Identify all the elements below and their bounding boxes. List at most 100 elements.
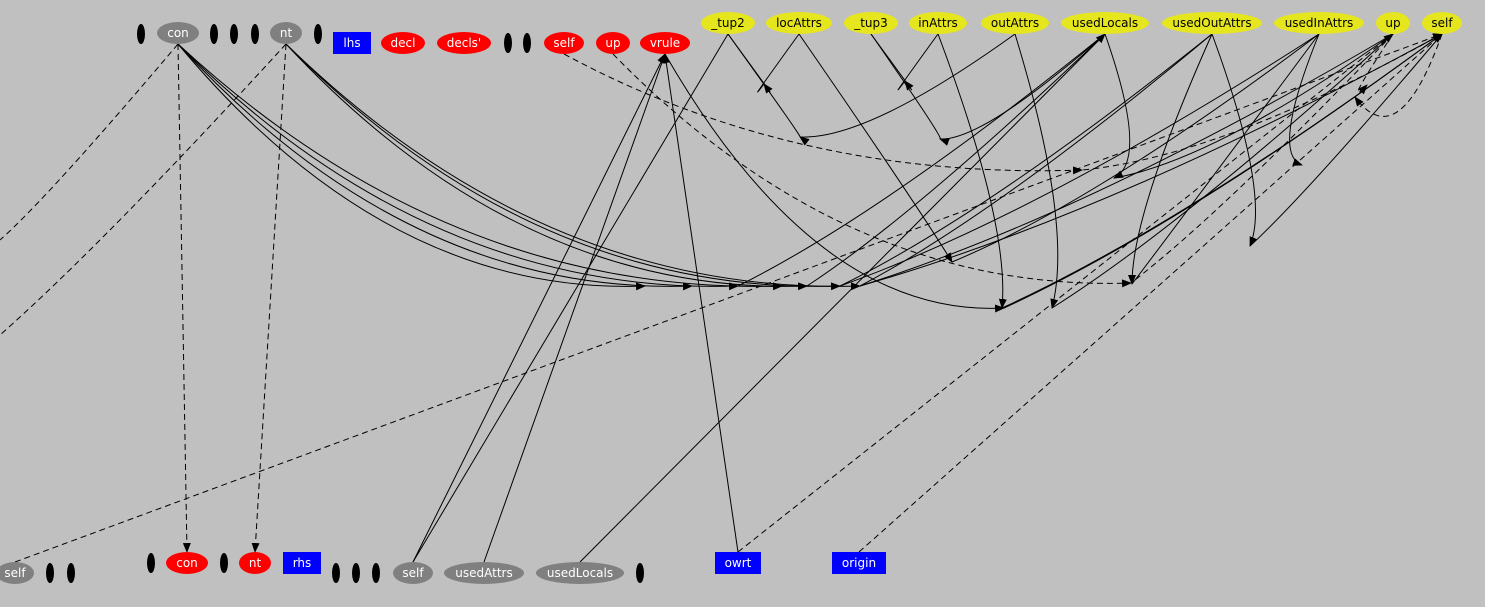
- edge-usedLocals_y-k4: [939, 33, 1106, 140]
- edge-usedOutAttrs-h7: [859, 33, 1213, 287]
- node-shape: [314, 24, 322, 44]
- node-shape: [46, 563, 54, 583]
- node-d3[interactable]: [230, 24, 238, 44]
- node-label: nt: [249, 556, 262, 570]
- edge-origin-self_y: [858, 33, 1443, 553]
- node-b5[interactable]: [332, 563, 340, 583]
- node-shape: [239, 552, 271, 574]
- node-d5[interactable]: [314, 24, 322, 44]
- node-shape: [0, 562, 34, 584]
- edge-owrt-vrule: [662, 53, 739, 553]
- edge-con_top-h4: [177, 43, 783, 291]
- node-tup3[interactable]: _tup3: [844, 12, 898, 34]
- edge-up_y-k14: [1130, 33, 1394, 284]
- edge-nt_top-h5: [285, 43, 808, 291]
- edge-self_y-h7: [859, 33, 1443, 287]
- edge-vrule-k11: [664, 53, 1005, 313]
- node-shape: [210, 24, 218, 44]
- node-locAttrs[interactable]: locAttrs: [766, 12, 832, 34]
- node-rhs[interactable]: rhs: [283, 552, 321, 574]
- edge-usedInAttrs-k12: [1289, 33, 1320, 166]
- node-b1[interactable]: [46, 563, 54, 583]
- edge-locAttrs-k5: [798, 33, 953, 263]
- node-decls2[interactable]: decls': [437, 32, 491, 54]
- node-shape: [230, 24, 238, 44]
- node-up_red[interactable]: up: [596, 32, 630, 54]
- node-d4[interactable]: [251, 24, 259, 44]
- node-lhs[interactable]: lhs: [333, 32, 371, 54]
- node-d1[interactable]: [137, 24, 145, 44]
- node-shape: [270, 22, 302, 44]
- node-self_bm[interactable]: self: [393, 562, 433, 584]
- edge-self_bl-self_y: [14, 33, 1443, 563]
- node-b2[interactable]: [67, 563, 75, 583]
- node-label: decls': [447, 36, 481, 50]
- node-b7[interactable]: [372, 563, 380, 583]
- edge-con_top-h1: [177, 43, 646, 291]
- node-label: _tup2: [710, 16, 745, 30]
- node-label: self: [553, 36, 575, 50]
- node-b6[interactable]: [352, 563, 360, 583]
- node-shape: [832, 552, 886, 574]
- node-d2[interactable]: [210, 24, 218, 44]
- node-d7[interactable]: [523, 33, 531, 53]
- node-nt_bot[interactable]: nt: [239, 552, 271, 574]
- node-shape: [766, 12, 832, 34]
- node-nt_top[interactable]: nt: [270, 22, 302, 44]
- node-usedLocals_g[interactable]: usedLocals: [536, 562, 624, 584]
- edge-usedOutAttrs-h6: [839, 33, 1213, 287]
- node-con_top[interactable]: con: [157, 22, 199, 44]
- node-vrule[interactable]: vrule: [640, 32, 690, 54]
- node-self_red[interactable]: self: [544, 32, 584, 54]
- node-usedInAttrs[interactable]: usedInAttrs: [1274, 12, 1364, 34]
- node-b8[interactable]: [636, 563, 644, 583]
- edge-self_bm-vrule: [412, 53, 666, 563]
- node-shape: [220, 553, 228, 573]
- node-layer: con nt lhs decl decls' self up vrule _tup2 locAtt…: [0, 12, 1462, 584]
- node-d6[interactable]: [504, 33, 512, 53]
- node-inAttrs[interactable]: inAttrs: [909, 12, 967, 34]
- edge-self_y-k6: [1001, 33, 1443, 309]
- node-label: owrt: [725, 556, 752, 570]
- node-label: vrule: [650, 36, 680, 50]
- edge-up_y-k7: [1051, 33, 1394, 309]
- node-shape: [701, 12, 755, 34]
- edge-self_y-k10: [1249, 33, 1443, 247]
- node-b3[interactable]: [147, 553, 155, 573]
- node-self_bl[interactable]: self: [0, 562, 34, 584]
- node-outAttrs[interactable]: outAttrs: [981, 12, 1049, 34]
- node-label: origin: [842, 556, 876, 570]
- node-shape: [381, 32, 425, 54]
- node-shape: [1422, 12, 1462, 34]
- node-shape: [844, 12, 898, 34]
- node-label: up: [1385, 16, 1400, 30]
- node-label: _tup3: [853, 16, 888, 30]
- node-self_y[interactable]: self: [1422, 12, 1462, 34]
- edge-self_red-k13: [563, 53, 1083, 175]
- edge-usedInAttrs-h6: [839, 33, 1320, 287]
- node-usedOutAttrs[interactable]: usedOutAttrs: [1162, 12, 1262, 34]
- node-shape: [1376, 12, 1410, 34]
- node-shape: [67, 563, 75, 583]
- edge-nt_top-h7: [285, 43, 861, 291]
- node-up_y[interactable]: up: [1376, 12, 1410, 34]
- edge-layer: [0, 33, 1443, 563]
- edge-outAttrs-k7: [1014, 33, 1059, 309]
- node-shape: [333, 32, 371, 54]
- edge-usedLocals_y-k8: [1104, 33, 1131, 179]
- node-usedLocals_y[interactable]: usedLocals: [1061, 12, 1149, 34]
- edge-locAttrs-k1: [757, 33, 800, 93]
- node-shape: [909, 12, 967, 34]
- node-usedAttrs[interactable]: usedAttrs: [444, 562, 524, 584]
- node-tup2[interactable]: _tup2: [701, 12, 755, 34]
- node-shape: [544, 32, 584, 54]
- node-decl[interactable]: decl: [381, 32, 425, 54]
- node-owrt[interactable]: owrt: [715, 552, 761, 574]
- node-b4[interactable]: [220, 553, 228, 573]
- node-label: self: [1431, 16, 1453, 30]
- node-con_bot[interactable]: con: [166, 552, 208, 574]
- edge-outAttrs-k2: [799, 33, 1016, 138]
- node-origin[interactable]: origin: [832, 552, 886, 574]
- node-label: usedLocals: [547, 566, 613, 580]
